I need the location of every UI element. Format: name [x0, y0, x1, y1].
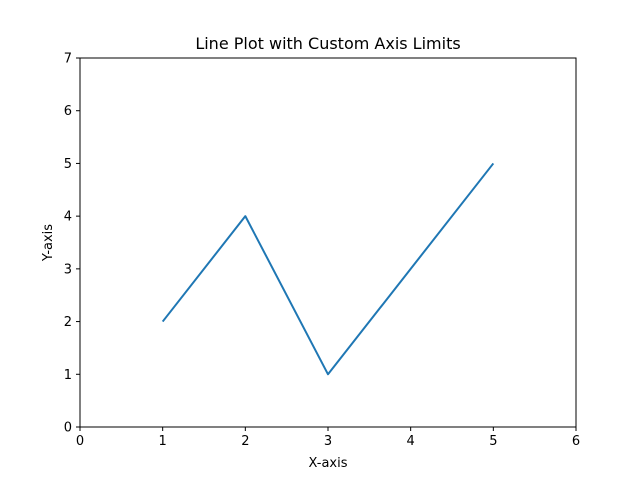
series-line [161, 162, 495, 376]
x-axis-ticks: 0 1 2 3 4 5 6 [76, 427, 580, 449]
series-layer [161, 162, 495, 376]
plot-background [80, 58, 576, 427]
x-tick-label: 3 [324, 434, 332, 449]
y-tick-label: 1 [64, 368, 72, 383]
y-axis-label: Y-axis [41, 224, 56, 262]
x-tick-label: 5 [489, 434, 497, 449]
chart-title: Line Plot with Custom Axis Limits [195, 34, 460, 53]
y-tick-label: 2 [64, 315, 72, 330]
x-tick-label: 0 [76, 434, 84, 449]
x-tick-label: 1 [159, 434, 167, 449]
y-tick-label: 4 [64, 210, 72, 225]
y-tick-label: 3 [64, 262, 72, 277]
y-tick-label: 7 [64, 52, 72, 67]
x-tick-label: 4 [407, 434, 415, 449]
x-tick-label: 2 [241, 434, 249, 449]
y-tick-label: 0 [64, 421, 72, 436]
y-axis-ticks: 0 1 2 3 4 5 6 7 [64, 52, 80, 436]
x-tick-label: 6 [572, 434, 580, 449]
y-tick-label: 6 [64, 104, 72, 119]
x-axis-label: X-axis [309, 456, 348, 471]
y-tick-label: 5 [64, 157, 72, 172]
